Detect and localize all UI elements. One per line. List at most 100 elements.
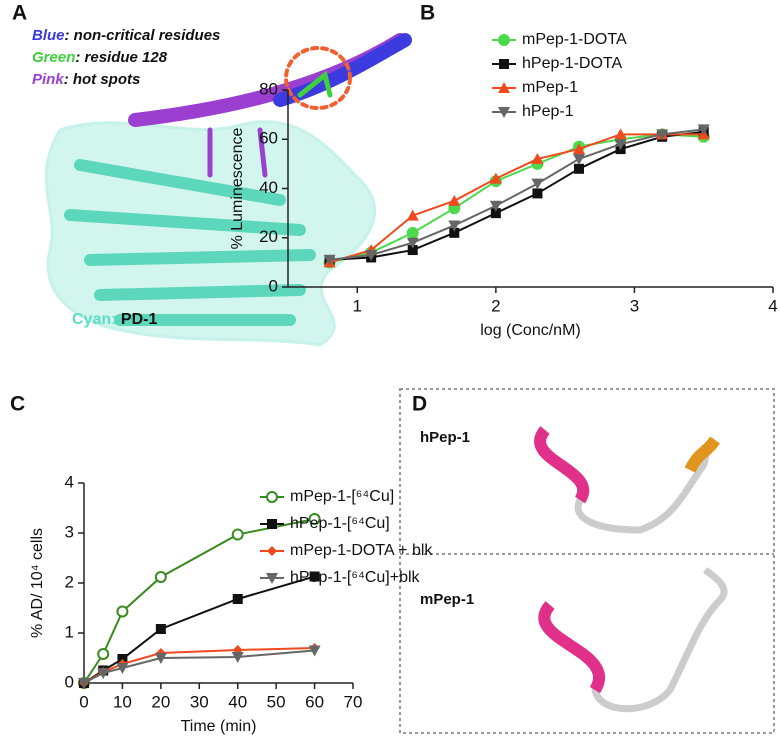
marker <box>532 188 543 199</box>
legend-text: : hot spots <box>64 71 141 88</box>
marker <box>449 227 460 238</box>
marker <box>406 226 419 239</box>
x-tick-label: 0 <box>79 692 88 711</box>
x-tick-label: 20 <box>151 692 170 711</box>
panel-label: D <box>412 393 427 416</box>
marker <box>232 594 243 604</box>
x-tick-label: 50 <box>267 692 286 711</box>
marker <box>154 653 167 664</box>
y-axis-label: % AD/ 10⁴ cells <box>29 528 46 638</box>
series-line <box>329 133 704 264</box>
legend-key: Green <box>32 49 75 66</box>
y-tick-label: 20 <box>259 227 278 246</box>
y-tick-label: 3 <box>65 522 74 541</box>
x-tick-label: 2 <box>491 296 500 315</box>
x-tick-label: 60 <box>305 692 324 711</box>
marker <box>267 519 277 529</box>
marker <box>309 571 320 582</box>
peptide-label: mPep-1 <box>420 591 474 608</box>
marker <box>116 663 129 674</box>
y-tick-label: 0 <box>269 276 278 295</box>
y-tick-label: 1 <box>65 622 74 641</box>
marker <box>116 605 129 618</box>
chain-key: Cyan: <box>72 311 116 328</box>
marker <box>498 34 510 46</box>
marker <box>231 528 244 541</box>
series-line <box>329 133 704 264</box>
x-tick-label: 70 <box>344 692 363 711</box>
marker <box>308 645 321 657</box>
marker <box>266 573 278 584</box>
marker <box>573 153 585 165</box>
marker <box>489 200 502 212</box>
marker <box>407 245 418 256</box>
y-tick-label: 80 <box>259 79 278 98</box>
marker <box>406 237 419 249</box>
legend-label: hPep-1-DOTA <box>522 55 623 72</box>
marker <box>448 220 461 232</box>
marker <box>406 209 419 221</box>
legend-label: mPep-1 <box>522 79 578 96</box>
marker <box>573 143 585 155</box>
marker <box>498 82 510 93</box>
legend-entry: Blue: non-critical residues <box>32 27 220 44</box>
series-line <box>329 130 704 261</box>
marker <box>498 107 510 118</box>
marker <box>614 128 627 140</box>
marker <box>231 652 244 663</box>
marker <box>531 178 544 190</box>
marker <box>267 546 277 556</box>
y-tick-label: 40 <box>259 178 278 197</box>
marker <box>499 59 509 69</box>
marker <box>448 194 461 206</box>
panel-label: B <box>420 2 435 25</box>
series-line <box>83 649 315 684</box>
panel-label: C <box>10 393 25 416</box>
legend-label: mPep-1-DOTA + blk <box>290 542 433 559</box>
legend-label: hPep-1-[⁶⁴Cu]+blk <box>290 569 421 586</box>
series-line <box>329 128 704 261</box>
x-axis-label: log (Conc/nM) <box>480 322 580 339</box>
marker <box>155 624 166 634</box>
legend-text: : non-critical residues <box>65 27 221 44</box>
series-line <box>83 575 315 684</box>
x-axis-label: Time (min) <box>181 718 257 735</box>
marker <box>574 163 584 174</box>
legend-label: mPep-1-[⁶⁴Cu] <box>290 488 394 505</box>
marker <box>97 668 110 679</box>
x-tick-label: 40 <box>228 692 247 711</box>
peptide-label: hPep-1 <box>420 429 470 446</box>
y-axis-label: % Luminescence <box>229 127 246 249</box>
panel-label: A <box>12 2 27 25</box>
chain-label: Cyan: PD-1 <box>72 311 157 328</box>
marker <box>531 152 544 164</box>
legend-text: : residue 128 <box>75 49 167 66</box>
marker <box>490 208 501 219</box>
x-tick-label: 4 <box>768 296 777 315</box>
marker <box>323 254 336 266</box>
protein-structure <box>44 33 412 347</box>
legend-label: hPep-1 <box>522 103 574 120</box>
y-tick-label: 4 <box>65 472 74 491</box>
legend-label: hPep-1-[⁶⁴Cu] <box>290 515 390 532</box>
y-tick-label: 2 <box>65 572 74 591</box>
marker <box>614 139 627 151</box>
marker <box>78 678 90 689</box>
y-tick-label: 60 <box>259 129 278 148</box>
marker <box>154 571 167 583</box>
x-tick-label: 1 <box>353 296 362 315</box>
legend-entry: Green: residue 128 <box>32 49 168 66</box>
x-tick-label: 10 <box>113 692 132 711</box>
marker <box>308 513 321 525</box>
marker <box>697 124 710 136</box>
peptide-box <box>399 388 775 734</box>
marker <box>365 249 378 261</box>
marker <box>97 648 110 660</box>
legend-key: Pink <box>32 71 64 88</box>
marker <box>266 491 278 503</box>
chain-name: PD-1 <box>121 311 158 328</box>
marker <box>489 172 502 184</box>
marker <box>656 129 669 141</box>
x-tick-label: 3 <box>630 296 639 315</box>
